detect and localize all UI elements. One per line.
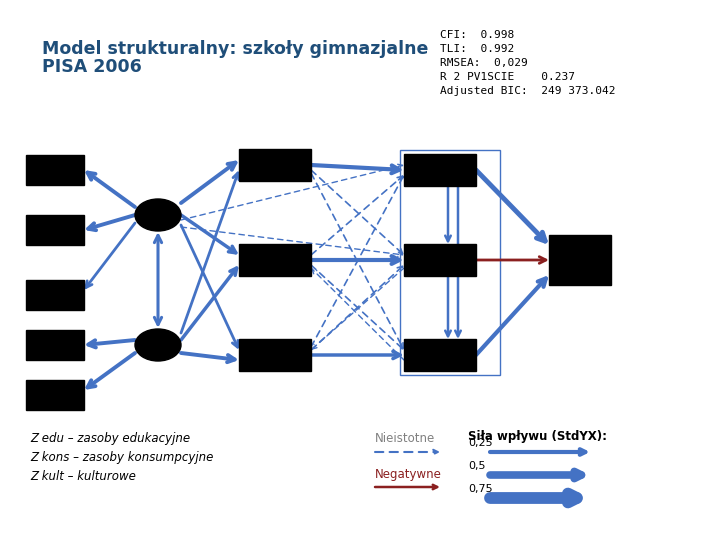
FancyArrowPatch shape	[181, 163, 235, 203]
FancyBboxPatch shape	[26, 380, 84, 410]
Text: 0,25: 0,25	[468, 438, 492, 448]
FancyBboxPatch shape	[239, 244, 311, 276]
FancyArrowPatch shape	[476, 256, 546, 264]
Text: Nieistotne: Nieistotne	[375, 432, 436, 445]
FancyArrowPatch shape	[490, 494, 577, 502]
FancyArrowPatch shape	[181, 268, 237, 340]
FancyArrowPatch shape	[181, 164, 402, 220]
FancyBboxPatch shape	[404, 339, 476, 371]
FancyArrowPatch shape	[311, 352, 400, 359]
FancyArrowPatch shape	[312, 269, 404, 360]
FancyBboxPatch shape	[404, 244, 476, 276]
FancyBboxPatch shape	[26, 155, 84, 185]
FancyArrowPatch shape	[311, 177, 403, 347]
Ellipse shape	[135, 199, 181, 231]
FancyArrowPatch shape	[311, 256, 400, 264]
Text: CFI:  0.998
TLI:  0.992
RMSEA:  0,029
R 2 PV1SCIE    0.237
Adjusted BIC:  249 37: CFI: 0.998 TLI: 0.992 RMSEA: 0,029 R 2 P…	[440, 30, 616, 96]
FancyBboxPatch shape	[404, 154, 476, 186]
Ellipse shape	[135, 329, 181, 361]
FancyArrowPatch shape	[490, 471, 582, 478]
FancyBboxPatch shape	[26, 330, 84, 360]
FancyArrowPatch shape	[476, 170, 545, 241]
Text: Z edu – zasoby edukacyjne
Z kons – zasoby konsumpcyjne
Z kult – kulturowe: Z edu – zasoby edukacyjne Z kons – zasob…	[30, 432, 213, 483]
FancyArrowPatch shape	[311, 176, 402, 255]
FancyArrowPatch shape	[311, 265, 402, 349]
FancyArrowPatch shape	[89, 340, 135, 347]
FancyArrowPatch shape	[445, 276, 451, 336]
Text: 0,75: 0,75	[468, 484, 492, 494]
FancyArrowPatch shape	[154, 235, 161, 325]
FancyArrowPatch shape	[311, 266, 402, 350]
FancyArrowPatch shape	[86, 223, 135, 287]
Text: PISA 2006: PISA 2006	[42, 58, 142, 76]
FancyArrowPatch shape	[181, 353, 235, 362]
FancyArrowPatch shape	[88, 215, 135, 230]
FancyArrowPatch shape	[88, 353, 135, 387]
FancyArrowPatch shape	[455, 186, 461, 336]
FancyBboxPatch shape	[26, 280, 84, 310]
FancyArrowPatch shape	[312, 268, 404, 349]
Text: Siła wpływu (StdYX):: Siła wpływu (StdYX):	[468, 430, 607, 443]
FancyArrowPatch shape	[181, 227, 402, 256]
FancyArrowPatch shape	[181, 173, 239, 333]
FancyBboxPatch shape	[26, 215, 84, 245]
FancyArrowPatch shape	[445, 186, 451, 241]
FancyBboxPatch shape	[239, 339, 311, 371]
FancyBboxPatch shape	[239, 149, 311, 181]
FancyArrowPatch shape	[311, 173, 403, 348]
FancyArrowPatch shape	[375, 450, 438, 454]
FancyArrowPatch shape	[375, 485, 437, 489]
FancyBboxPatch shape	[549, 235, 611, 285]
FancyArrowPatch shape	[476, 279, 546, 355]
Text: 0,5: 0,5	[468, 461, 485, 471]
FancyArrowPatch shape	[88, 173, 135, 207]
Text: Model strukturalny: szkoły gimnazjalne: Model strukturalny: szkoły gimnazjalne	[42, 40, 428, 58]
FancyArrowPatch shape	[181, 215, 236, 253]
FancyArrowPatch shape	[311, 165, 400, 173]
FancyArrowPatch shape	[490, 449, 585, 455]
FancyArrowPatch shape	[311, 170, 402, 254]
Text: Negatywne: Negatywne	[375, 468, 442, 481]
FancyArrowPatch shape	[181, 225, 238, 347]
